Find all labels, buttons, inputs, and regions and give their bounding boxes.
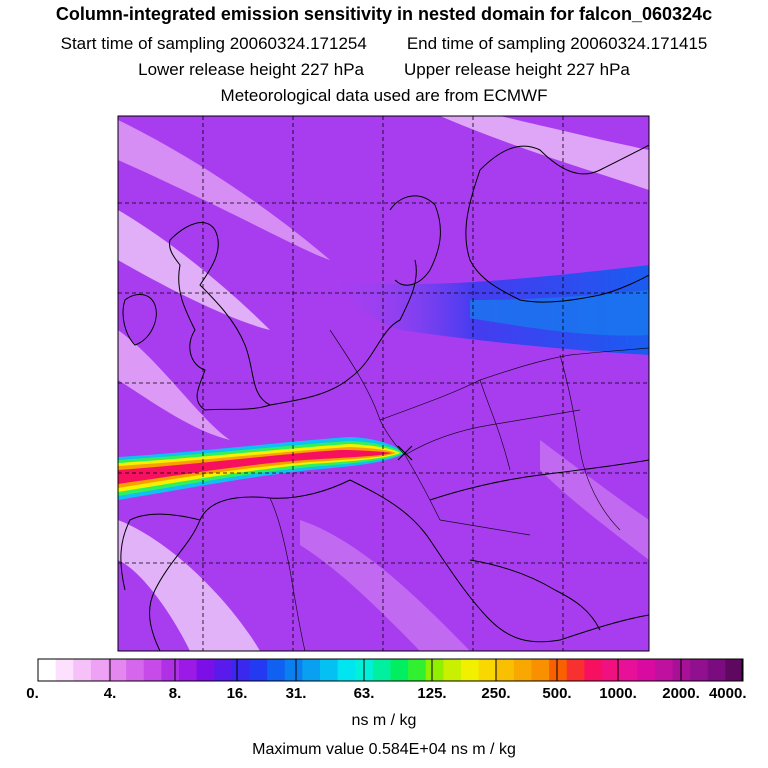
- colorbar-cell: [126, 659, 145, 681]
- colorbar-cell: [602, 659, 621, 681]
- colorbar-cell: [302, 659, 321, 681]
- colorbar-cell: [425, 659, 444, 681]
- coastlines: [120, 144, 649, 651]
- colorbar-cell: [478, 659, 497, 681]
- colorbar-cell: [566, 659, 585, 681]
- colorbar-cell: [143, 659, 162, 681]
- release-point-marker: [397, 445, 413, 461]
- colorbar-cell: [690, 659, 709, 681]
- colorbar-cell: [55, 659, 74, 681]
- colorbar-cell: [249, 659, 268, 681]
- colorbar-cell: [461, 659, 480, 681]
- colorbar-tick-label: 4000.: [708, 685, 747, 702]
- colorbar-tick-label: 16.: [226, 685, 248, 702]
- colorbar-cell: [179, 659, 198, 681]
- colorbar-tick-label: 1000.: [599, 685, 637, 702]
- colorbar-cell: [372, 659, 391, 681]
- colorbar-tick-label: 500.: [542, 685, 572, 702]
- end-time-label: End time of sampling 20060324.171415: [406, 34, 708, 53]
- max-value-label: Maximum value 0.584E+04 ns m / kg: [252, 741, 516, 758]
- lower-release-label: Lower release height 227 hPa: [138, 60, 364, 79]
- jet-core: [470, 290, 649, 336]
- colorbar-cell: [654, 659, 673, 681]
- colorbar-cell: [443, 659, 462, 681]
- colorbar-cell: [161, 659, 180, 681]
- colorbar-cell: [531, 659, 550, 681]
- colorbar-cell: [284, 659, 303, 681]
- colorbar-cell: [38, 659, 57, 681]
- colorbar-cell: [196, 659, 215, 681]
- colorbar-cell: [584, 659, 603, 681]
- start-time-label: Start time of sampling 20060324.171254: [60, 34, 367, 53]
- lat-lon-grid: [118, 116, 649, 651]
- colorbar-units: ns m / kg: [351, 712, 417, 729]
- colorbar-cell: [73, 659, 92, 681]
- colorbar-cell: [549, 659, 568, 681]
- colorbar-cell: [725, 659, 744, 681]
- colorbar-tick-label: 31.: [285, 685, 307, 702]
- colorbar-tick-label: 8.: [168, 685, 182, 702]
- colorbar-cell: [707, 659, 726, 681]
- colorbar-cell: [320, 659, 339, 681]
- colorbar-cell: [337, 659, 356, 681]
- country-borders: [269, 329, 649, 651]
- colorbar-cell: [513, 659, 532, 681]
- colorbar-cell: [108, 659, 127, 681]
- colorbar-cell: [408, 659, 427, 681]
- colorbar-cell: [672, 659, 691, 681]
- colorbar-tick-label: 63.: [353, 685, 375, 702]
- plume: [118, 437, 405, 500]
- colorbar-tick-label: 0.: [26, 685, 39, 702]
- colorbar-cell: [390, 659, 409, 681]
- upper-release-label: Upper release height 227 hPa: [404, 60, 630, 79]
- colorbar-cell: [214, 659, 233, 681]
- colorbar-cell: [231, 659, 250, 681]
- plot-title: Column-integrated emission sensitivity i…: [55, 4, 713, 24]
- map-background: [118, 116, 649, 651]
- colorbar-cell: [637, 659, 656, 681]
- sampling-times: Start time of sampling 20060324.171254 En…: [0, 34, 768, 54]
- colorbar-cell: [267, 659, 286, 681]
- map-frame: [117, 115, 650, 652]
- colorbar-cell: [619, 659, 638, 681]
- colorbar-tick-label: 4.: [103, 685, 117, 702]
- colorbar-cell: [90, 659, 109, 681]
- colorbar-tick-label: 2000.: [662, 685, 700, 702]
- colorbar-tick-labels: 0. 4. 8. 16. 31. 63. 125. 250. 500. 1000. 2000. 400…: [0, 685, 768, 705]
- colorbar-cell: [496, 659, 515, 681]
- colorbar-tick-label: 250.: [481, 685, 511, 702]
- met-data-label: Meteorological data used are from ECMWF: [220, 86, 548, 105]
- colorbar-tick-label: 125.: [417, 685, 447, 702]
- release-heights: Lower release height 227 hPa Upper releas…: [0, 60, 768, 80]
